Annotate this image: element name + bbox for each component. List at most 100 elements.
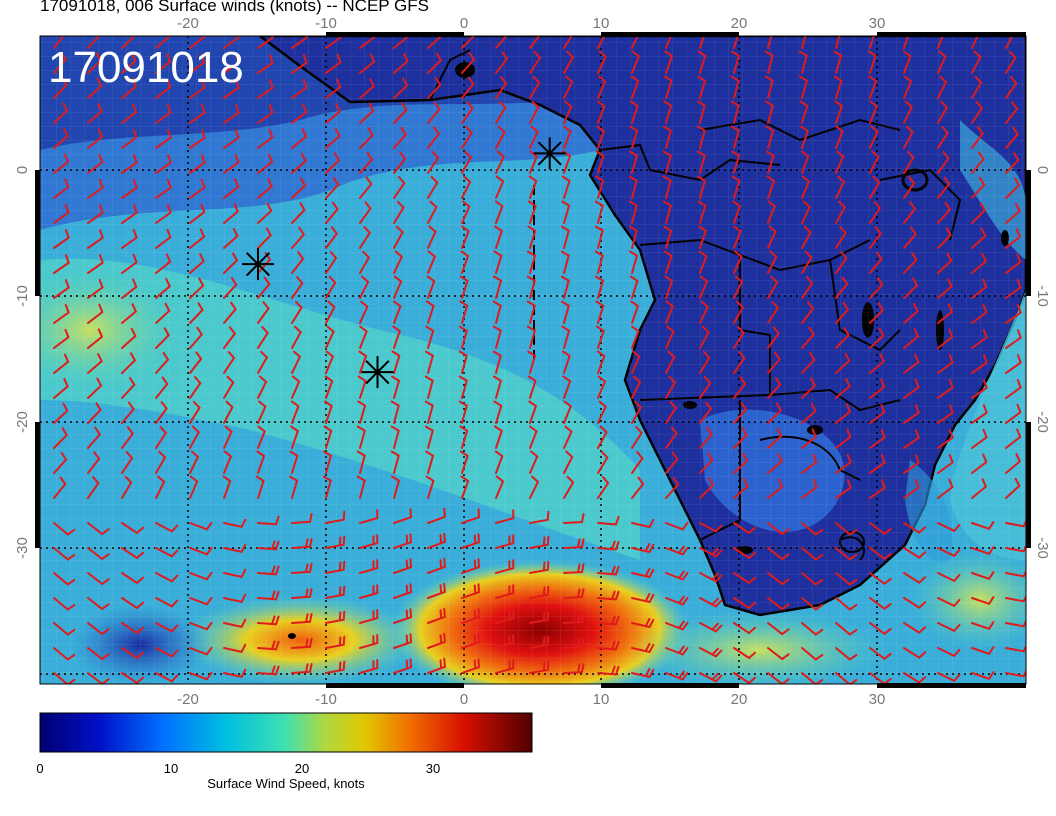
wind-barb [359,659,379,674]
wind-barb [903,328,920,349]
wind-barb [121,229,138,249]
wind-barb [390,450,400,474]
wind-barb [427,200,438,224]
wind-barb [425,450,435,474]
wind-barb [971,75,983,99]
wind-barb [800,150,810,174]
wind-barb [325,610,346,624]
wind-barb [596,350,606,374]
wind-barb [730,125,740,149]
lon-tick: 0 [460,691,468,708]
wind-barb [730,100,740,124]
wind-barb [767,36,773,49]
wind-barb [495,100,507,124]
wind-barb [257,375,268,399]
wind-barb [903,404,920,424]
wind-barb [867,50,877,74]
wind-barb [121,103,138,124]
wind-barb [223,326,237,349]
wind-barb [291,563,313,574]
wind-barb [529,660,550,674]
wind-barb [87,353,103,374]
lon-tick: -10 [315,691,337,708]
wind-barb [767,200,777,224]
wind-barb [665,570,689,581]
wind-barb [189,400,201,424]
wind-barb [765,125,775,149]
wind-barb [359,102,375,124]
wind-barb [733,300,745,324]
wind-barb [903,479,920,499]
wind-barb [155,475,166,499]
wind-barb [835,36,841,49]
lon-tick: -10 [315,15,337,32]
wind-barb [189,79,206,99]
wind-barb [869,429,886,449]
wind-barb [699,547,723,558]
wind-barb [461,558,481,574]
wind-barb [325,660,346,674]
wind-barb [325,201,339,224]
wind-barb [155,327,170,349]
wind-barb [699,275,709,299]
wind-barb [325,152,341,174]
wind-barb [427,101,441,124]
wind-barb [393,558,413,574]
wind-barb [563,475,575,499]
wind-barb [937,151,950,174]
wind-barb [971,671,995,680]
colorbar-tick: 10 [164,761,178,776]
wind-barb [1005,253,1022,274]
wind-barb [696,100,706,124]
wind-barb [291,588,313,599]
wind-barb [493,250,503,274]
wind-barb [121,572,144,585]
wind-barb [767,453,784,474]
wind-barb [121,426,135,449]
wind-barb [291,613,313,624]
wind-barb [801,402,817,424]
wind-barb [391,375,401,399]
wind-barb [971,253,988,274]
wind-barb [733,572,756,585]
wind-barb [597,75,607,99]
wind-barb [835,301,850,324]
wind-barb [869,100,879,124]
wind-barb [325,226,339,249]
wind-barb [155,597,179,608]
wind-barb [528,175,538,199]
map-panel[interactable]: 17091018 [0,26,1050,700]
wind-barb [561,350,571,374]
wind-barb [121,401,135,424]
wind-barb [393,176,406,199]
wind-barb [902,50,912,74]
wind-barb [121,327,137,349]
wind-barb [393,151,407,174]
wind-barb [767,647,790,661]
wind-barb [155,103,172,124]
wind-barb [189,621,213,631]
wind-barb [937,252,953,274]
wind-barb [427,126,441,149]
wind-barb [461,225,470,249]
wind-barb [223,450,233,474]
wind-barb [189,596,213,606]
wind-barb [971,151,985,174]
wind-barb [767,225,777,249]
wind-barb [971,571,995,580]
wind-barb [223,668,247,678]
wind-barb [325,53,342,74]
wind-barb [597,590,620,601]
wind-barb [699,622,723,633]
star-marker [533,137,566,170]
wind-barb [801,250,813,274]
wind-barb [697,175,707,199]
wind-barb [529,475,540,499]
wind-barb [357,375,367,399]
wind-barb [699,36,706,49]
wind-barb [697,50,707,74]
wind-barb [801,428,818,449]
wind-barb [903,226,917,249]
wind-barb [87,622,110,636]
wind-barb [357,400,367,424]
